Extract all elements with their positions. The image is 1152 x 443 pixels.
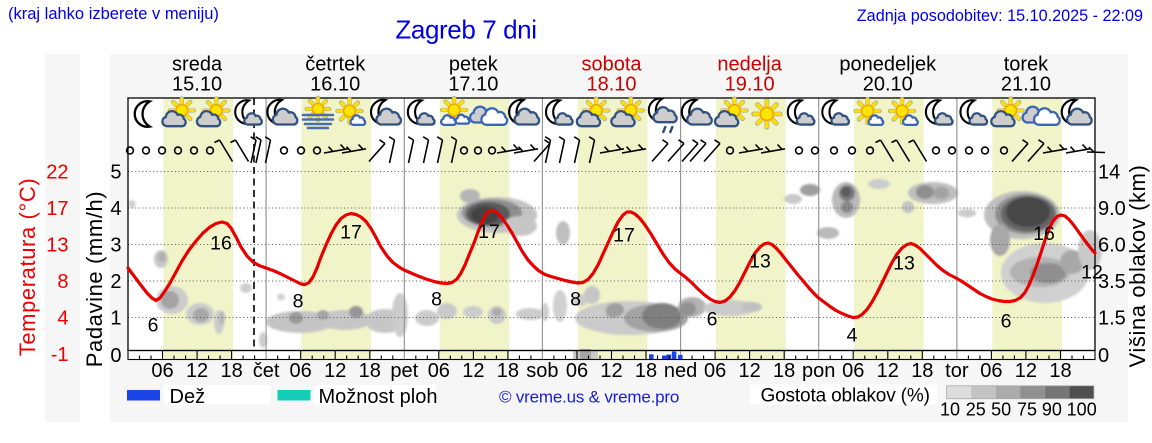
svg-text:06: 06 bbox=[980, 360, 1002, 382]
svg-text:3: 3 bbox=[110, 235, 121, 257]
svg-text:4: 4 bbox=[57, 308, 68, 330]
svg-text:Dež: Dež bbox=[170, 386, 206, 408]
svg-text:Možnost ploh: Možnost ploh bbox=[319, 386, 438, 408]
svg-text:17: 17 bbox=[46, 198, 68, 220]
svg-text:Zadnja posodobitev: 15.10.2025: Zadnja posodobitev: 15.10.2025 - 22:09 bbox=[857, 7, 1143, 25]
svg-text:10: 10 bbox=[940, 400, 960, 420]
svg-text:Temperatura (°C): Temperatura (°C) bbox=[15, 178, 40, 357]
svg-text:4: 4 bbox=[110, 198, 121, 220]
svg-text:13: 13 bbox=[749, 251, 771, 273]
svg-text:18.10: 18.10 bbox=[586, 74, 636, 96]
svg-text:sobota: sobota bbox=[581, 54, 642, 76]
svg-text:čet: čet bbox=[253, 360, 280, 382]
svg-text:Višina oblakov (km): Višina oblakov (km) bbox=[1125, 165, 1150, 368]
svg-text:12: 12 bbox=[462, 360, 484, 382]
svg-text:Padavine (mm/h): Padavine (mm/h) bbox=[82, 191, 107, 368]
svg-text:16: 16 bbox=[1033, 223, 1055, 245]
svg-text:Zagreb 7 dni: Zagreb 7 dni bbox=[395, 15, 536, 45]
svg-text:17: 17 bbox=[478, 221, 500, 243]
svg-text:tor: tor bbox=[945, 360, 969, 382]
svg-text:12: 12 bbox=[324, 360, 346, 382]
svg-text:90: 90 bbox=[1042, 400, 1062, 420]
svg-text:6: 6 bbox=[148, 315, 159, 337]
svg-text:5: 5 bbox=[110, 162, 121, 184]
svg-text:0: 0 bbox=[1098, 345, 1109, 367]
svg-text:100: 100 bbox=[1067, 400, 1097, 420]
svg-text:8: 8 bbox=[57, 271, 68, 293]
svg-text:18: 18 bbox=[1049, 360, 1071, 382]
svg-text:4: 4 bbox=[847, 325, 858, 347]
svg-text:13: 13 bbox=[46, 235, 68, 257]
svg-text:ned: ned bbox=[664, 360, 697, 382]
svg-text:8: 8 bbox=[570, 289, 581, 311]
svg-text:12: 12 bbox=[1015, 360, 1037, 382]
svg-text:18: 18 bbox=[497, 360, 519, 382]
svg-text:sreda: sreda bbox=[172, 54, 223, 76]
svg-text:06: 06 bbox=[428, 360, 450, 382]
svg-text:pon: pon bbox=[802, 360, 835, 382]
svg-text:15.10: 15.10 bbox=[172, 74, 222, 96]
svg-text:0: 0 bbox=[110, 345, 121, 367]
svg-text:6: 6 bbox=[1001, 311, 1012, 333]
svg-text:14: 14 bbox=[1098, 162, 1120, 184]
svg-text:12: 12 bbox=[600, 360, 622, 382]
svg-text:1: 1 bbox=[110, 308, 121, 330]
svg-text:16: 16 bbox=[210, 233, 232, 255]
svg-text:06: 06 bbox=[290, 360, 312, 382]
svg-text:ponedeljek: ponedeljek bbox=[839, 54, 937, 76]
svg-text:20.10: 20.10 bbox=[863, 74, 913, 96]
svg-text:6: 6 bbox=[707, 309, 718, 331]
svg-text:3.5: 3.5 bbox=[1098, 271, 1126, 293]
svg-text:06: 06 bbox=[151, 360, 173, 382]
svg-text:(kraj lahko izberete v meniju): (kraj lahko izberete v meniju) bbox=[8, 5, 219, 23]
svg-text:06: 06 bbox=[704, 360, 726, 382]
svg-text:torek: torek bbox=[1004, 54, 1049, 76]
svg-text:12: 12 bbox=[877, 360, 899, 382]
svg-text:06: 06 bbox=[566, 360, 588, 382]
svg-text:25: 25 bbox=[966, 400, 986, 420]
svg-text:petek: petek bbox=[449, 54, 499, 76]
svg-text:12: 12 bbox=[1081, 262, 1103, 284]
svg-text:6.0: 6.0 bbox=[1098, 235, 1126, 257]
svg-text:© vreme.us & vreme.pro: © vreme.us & vreme.pro bbox=[499, 388, 679, 407]
svg-text:nedelja: nedelja bbox=[717, 54, 782, 76]
svg-text:8: 8 bbox=[293, 291, 304, 313]
svg-text:50: 50 bbox=[991, 400, 1011, 420]
svg-text:-1: -1 bbox=[51, 344, 69, 366]
svg-text:18: 18 bbox=[359, 360, 381, 382]
svg-text:18: 18 bbox=[773, 360, 795, 382]
svg-text:17.10: 17.10 bbox=[448, 74, 498, 96]
svg-text:četrtek: četrtek bbox=[305, 54, 366, 76]
svg-text:21.10: 21.10 bbox=[1001, 74, 1051, 96]
svg-text:1.5: 1.5 bbox=[1098, 308, 1126, 330]
svg-text:18: 18 bbox=[635, 360, 657, 382]
svg-text:2: 2 bbox=[110, 271, 121, 293]
svg-text:pet: pet bbox=[390, 360, 418, 382]
svg-text:06: 06 bbox=[842, 360, 864, 382]
svg-text:Gostota oblakov (%): Gostota oblakov (%) bbox=[761, 386, 930, 407]
svg-text:22: 22 bbox=[46, 162, 68, 184]
svg-text:9.0: 9.0 bbox=[1098, 198, 1126, 220]
svg-text:16.10: 16.10 bbox=[310, 74, 360, 96]
svg-text:19.10: 19.10 bbox=[725, 74, 775, 96]
svg-text:sob: sob bbox=[526, 360, 558, 382]
svg-text:18: 18 bbox=[911, 360, 933, 382]
svg-text:17: 17 bbox=[613, 225, 635, 247]
svg-text:18: 18 bbox=[220, 360, 242, 382]
svg-text:17: 17 bbox=[340, 222, 362, 244]
svg-text:8: 8 bbox=[431, 289, 442, 311]
svg-text:12: 12 bbox=[186, 360, 208, 382]
svg-text:12: 12 bbox=[739, 360, 761, 382]
svg-text:75: 75 bbox=[1017, 400, 1037, 420]
svg-text:13: 13 bbox=[893, 253, 915, 275]
